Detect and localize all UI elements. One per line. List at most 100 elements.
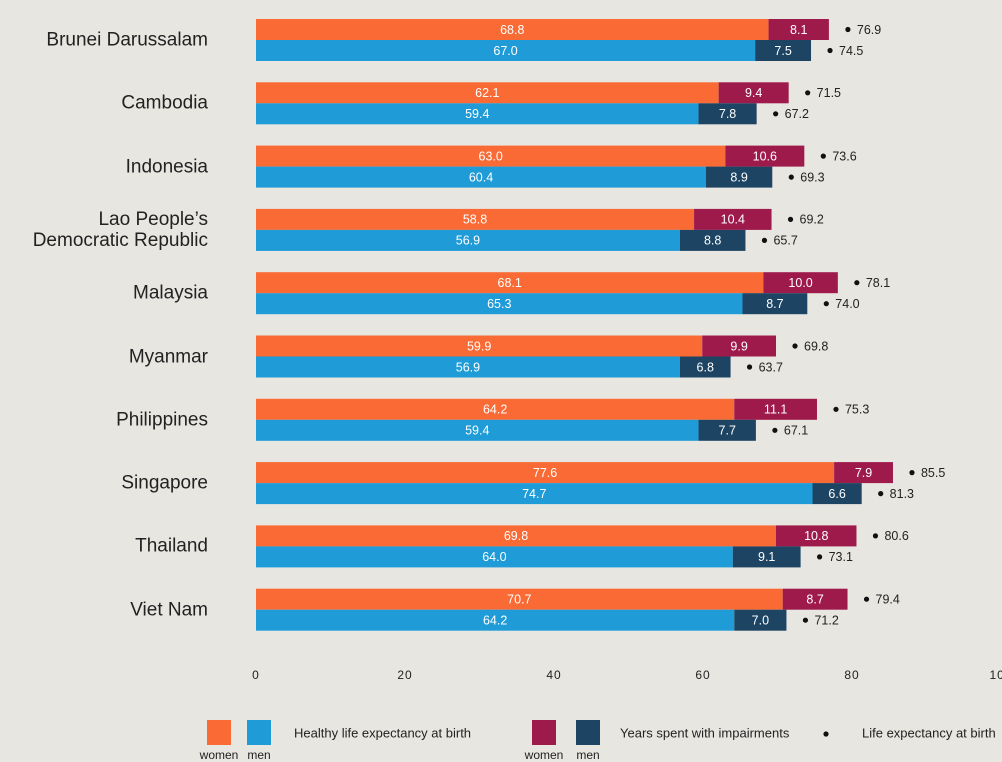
value-label: 8.1: [790, 23, 807, 37]
category-label: Brunei Darussalam: [46, 29, 208, 51]
bar-segment: [734, 398, 817, 420]
total-dot: [820, 153, 826, 159]
bar-segment: [256, 419, 699, 441]
total-dot: [833, 406, 839, 412]
total-label: 67.2: [785, 107, 809, 121]
bar-segment: [694, 208, 772, 230]
bar-segment: [256, 609, 735, 631]
value-label: 8.7: [806, 592, 823, 606]
value-label: 9.9: [730, 339, 747, 353]
legend-swatch: [532, 720, 556, 745]
value-label: 64.2: [483, 403, 507, 417]
value-label: 67.0: [493, 44, 517, 58]
category-label: Cambodia: [121, 92, 208, 114]
value-label: 70.7: [507, 592, 531, 606]
bar-segment: [256, 166, 706, 188]
bar-segment: [256, 483, 813, 505]
total-label: 71.5: [817, 86, 841, 100]
value-label: 7.5: [774, 44, 791, 58]
legend-sublabel: women: [524, 748, 564, 762]
bar-segment: [679, 356, 731, 378]
bar-segment: [698, 419, 756, 441]
bar-segment: [256, 103, 699, 125]
value-label: 63.0: [479, 149, 503, 163]
value-label: 58.8: [463, 213, 487, 227]
total-dot: [805, 90, 811, 96]
bar-segment: [256, 40, 756, 61]
total-label: 85.5: [921, 466, 945, 480]
value-label: 7.7: [719, 424, 736, 438]
x-tick-label: 20: [397, 668, 412, 682]
bar-segment: [782, 588, 848, 610]
value-label: 6.6: [828, 487, 845, 501]
legend-swatch: [247, 720, 271, 745]
bar-segment: [256, 145, 726, 167]
value-label: 64.2: [483, 613, 507, 627]
value-label: 69.8: [504, 529, 528, 543]
legend-swatch: [576, 720, 600, 745]
total-label: 73.1: [829, 550, 853, 564]
bar-segment: [734, 609, 787, 631]
value-label: 59.9: [467, 339, 491, 353]
bar-segment: [768, 19, 829, 40]
bar-segment: [718, 82, 789, 104]
legend-swatch: [207, 720, 231, 745]
value-label: 11.1: [764, 403, 787, 417]
total-label: 63.7: [759, 360, 783, 374]
bar-segment: [256, 546, 733, 568]
total-label: 80.6: [884, 529, 908, 543]
bar-segment: [776, 525, 857, 547]
total-dot: [788, 174, 794, 180]
value-label: 8.8: [704, 234, 721, 248]
legend-label: Life expectancy at birth: [862, 725, 996, 740]
total-dot: [827, 47, 833, 54]
total-label: 81.3: [890, 487, 914, 501]
value-label: 7.8: [719, 107, 736, 121]
value-label: 8.9: [730, 170, 747, 184]
total-label: 69.2: [800, 213, 824, 227]
bar-segment: [256, 19, 769, 40]
total-label: 74.0: [835, 297, 859, 311]
bar-segment: [256, 293, 743, 315]
value-label: 64.0: [482, 550, 506, 564]
total-dot: [773, 111, 779, 117]
bar-segment: [256, 356, 680, 378]
value-label: 60.4: [469, 170, 493, 184]
value-label: 10.8: [804, 529, 828, 543]
value-label: 8.7: [766, 297, 783, 311]
category-label: Singapore: [121, 472, 208, 494]
value-label: 10.4: [721, 213, 745, 227]
bar-segment: [755, 40, 812, 61]
category-label: Indonesia: [125, 156, 208, 178]
legend-label: Years spent with impairments: [620, 725, 790, 740]
value-label: 10.6: [753, 149, 777, 163]
total-dot: [872, 533, 879, 539]
bar-segment: [812, 483, 862, 505]
total-label: 76.9: [857, 23, 881, 37]
total-label: 69.8: [804, 339, 828, 353]
value-label: 62.1: [475, 86, 499, 100]
total-dot: [816, 554, 823, 560]
total-dot: [878, 491, 884, 497]
bar-segment: [679, 229, 746, 251]
total-dot: [746, 364, 753, 370]
value-label: 9.4: [745, 86, 762, 100]
bar-segment: [256, 398, 735, 420]
bar-segment: [256, 229, 680, 251]
total-label: 67.1: [784, 424, 808, 438]
value-label: 9.1: [758, 550, 775, 564]
value-label: 74.7: [522, 487, 546, 501]
total-dot: [845, 26, 851, 33]
total-dot: [863, 596, 870, 602]
bar-segment: [725, 145, 805, 167]
bar-segment: [256, 462, 835, 484]
legend-sublabel: women: [199, 748, 239, 762]
value-label: 10.0: [788, 276, 812, 290]
legend-sublabel: men: [247, 748, 270, 762]
total-label: 74.5: [839, 44, 863, 58]
bar-segment: [256, 525, 777, 547]
legend-label: Healthy life expectancy at birth: [294, 725, 471, 740]
total-label: 73.6: [832, 149, 856, 163]
bar-segment: [256, 208, 695, 230]
